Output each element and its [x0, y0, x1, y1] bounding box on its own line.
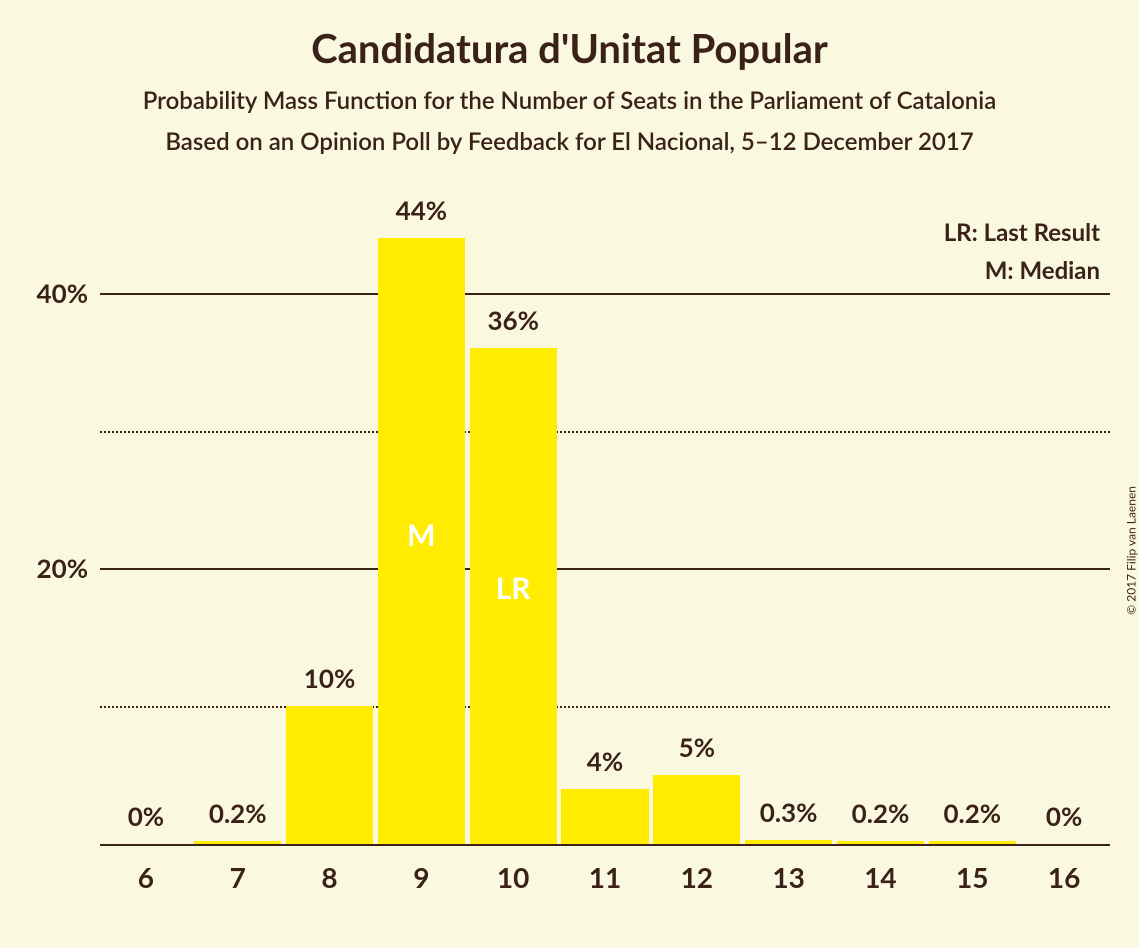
x-axis-tick-label: 12 — [651, 860, 743, 894]
bar-plot: 0%60.2%710%844%M936%LR104%115%120.3%130.… — [100, 224, 1110, 844]
y-axis-tick-label: 40% — [37, 277, 88, 309]
bar-slot: 0%16 — [1018, 224, 1110, 844]
bar — [561, 789, 648, 844]
bar-marker-label: LR — [467, 570, 559, 606]
bar-slot: 0%6 — [100, 224, 192, 844]
bar-slot: 0.2%15 — [926, 224, 1018, 844]
bar — [653, 775, 740, 844]
bar-value-label: 5% — [651, 731, 743, 769]
bar-value-label: 0.2% — [192, 797, 284, 835]
bar-slot: 5%12 — [651, 224, 743, 844]
chart-title: Candidatura d'Unitat Popular — [0, 24, 1139, 72]
bar-value-label: 0.3% — [743, 796, 835, 834]
bar-value-label: 44% — [375, 194, 467, 232]
bar-slot: 0.2%14 — [835, 224, 927, 844]
bar-slot: 10%8 — [284, 224, 376, 844]
bar-value-label: 36% — [467, 304, 559, 342]
x-axis-tick-label: 16 — [1018, 860, 1110, 894]
x-axis-tick-label: 10 — [467, 860, 559, 894]
copyright-text: © 2017 Filip van Laenen — [1124, 486, 1139, 615]
bar-value-label: 4% — [559, 745, 651, 783]
x-axis-tick-label: 8 — [284, 860, 376, 894]
bar-slot: 44%M9 — [375, 224, 467, 844]
x-axis-tick-label: 11 — [559, 860, 651, 894]
x-axis-tick-label: 15 — [926, 860, 1018, 894]
bar — [286, 706, 373, 844]
bar-value-label: 0% — [1018, 800, 1110, 838]
x-axis-tick-label: 9 — [375, 860, 467, 894]
bar-slot: 36%LR10 — [467, 224, 559, 844]
chart-plot-area: LR: Last Result M: Median 0%60.2%710%844… — [100, 224, 1110, 844]
chart-subtitle-2: Based on an Opinion Poll by Feedback for… — [0, 127, 1139, 156]
bar-slot: 0.2%7 — [192, 224, 284, 844]
bar-value-label: 10% — [284, 662, 376, 700]
bar-value-label: 0.2% — [926, 797, 1018, 835]
x-axis-tick-label: 6 — [100, 860, 192, 894]
x-axis-tick-label: 14 — [835, 860, 927, 894]
x-axis-tick-label: 13 — [743, 860, 835, 894]
bar-slot: 0.3%13 — [743, 224, 835, 844]
y-axis-tick-label: 20% — [37, 552, 88, 584]
bar-marker-label: M — [375, 517, 467, 553]
baseline — [100, 844, 1110, 846]
chart-subtitle-1: Probability Mass Function for the Number… — [0, 86, 1139, 115]
x-axis-tick-label: 7 — [192, 860, 284, 894]
bar-value-label: 0% — [100, 800, 192, 838]
bar-slot: 4%11 — [559, 224, 651, 844]
bar-value-label: 0.2% — [835, 797, 927, 835]
